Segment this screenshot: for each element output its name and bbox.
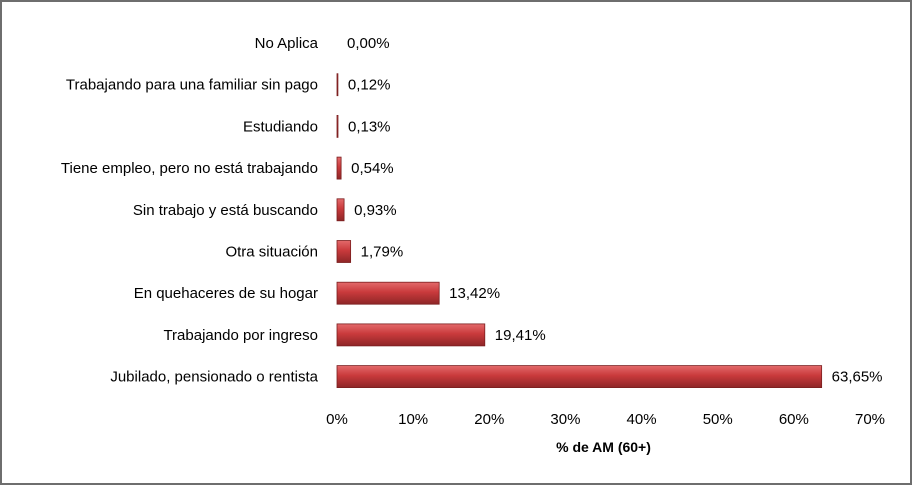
bar [336, 240, 352, 263]
bar [336, 323, 486, 347]
value-label: 63,65% [832, 369, 883, 386]
category-label: Sin trabajo y está buscando [133, 202, 318, 219]
bar [336, 365, 823, 389]
x-tick-label: 20% [474, 411, 504, 428]
x-axis-title: % de AM (60+) [556, 439, 651, 455]
x-tick-label: 0% [326, 411, 348, 428]
bar [336, 281, 440, 305]
x-tick-label: 40% [627, 411, 657, 428]
category-label: Trabajando por ingreso [163, 327, 318, 344]
category-label: Jubilado, pensionado o rentista [110, 369, 318, 386]
category-label: En quehaceres de su hogar [134, 285, 318, 302]
bar [336, 73, 339, 97]
x-tick-label: 50% [703, 411, 733, 428]
x-tick-label: 60% [779, 411, 809, 428]
value-label: 1,79% [361, 244, 404, 261]
x-tick-label: 10% [398, 411, 428, 428]
category-label: Tiene empleo, pero no está trabajando [61, 160, 318, 177]
value-label: 0,12% [348, 77, 391, 94]
bars [336, 73, 823, 389]
value-label: 0,00% [347, 35, 390, 52]
x-tick-label: 30% [550, 411, 580, 428]
bar [336, 156, 342, 180]
category-label: Trabajando para una familiar sin pago [66, 77, 318, 94]
value-label: 0,54% [351, 160, 394, 177]
value-label: 0,13% [348, 118, 391, 135]
value-labels: 0,00% 0,12% 0,13% 0,54% 0,93% 1,79% 13,42% 19,4… [347, 35, 883, 386]
bar [336, 115, 339, 138]
category-labels: No Aplica Trabajando para una familiar si… [61, 35, 319, 386]
x-tick-labels: 0% 10% 20% 30% 40% 50% 60% 70% [326, 411, 885, 428]
bar [336, 198, 345, 222]
category-label: Estudiando [243, 118, 318, 135]
value-label: 0,93% [354, 202, 397, 219]
value-label: 19,41% [495, 327, 546, 344]
value-label: 13,42% [449, 285, 500, 302]
category-label: No Aplica [255, 35, 319, 52]
category-label: Otra situación [225, 244, 318, 261]
x-tick-label: 70% [855, 411, 885, 428]
